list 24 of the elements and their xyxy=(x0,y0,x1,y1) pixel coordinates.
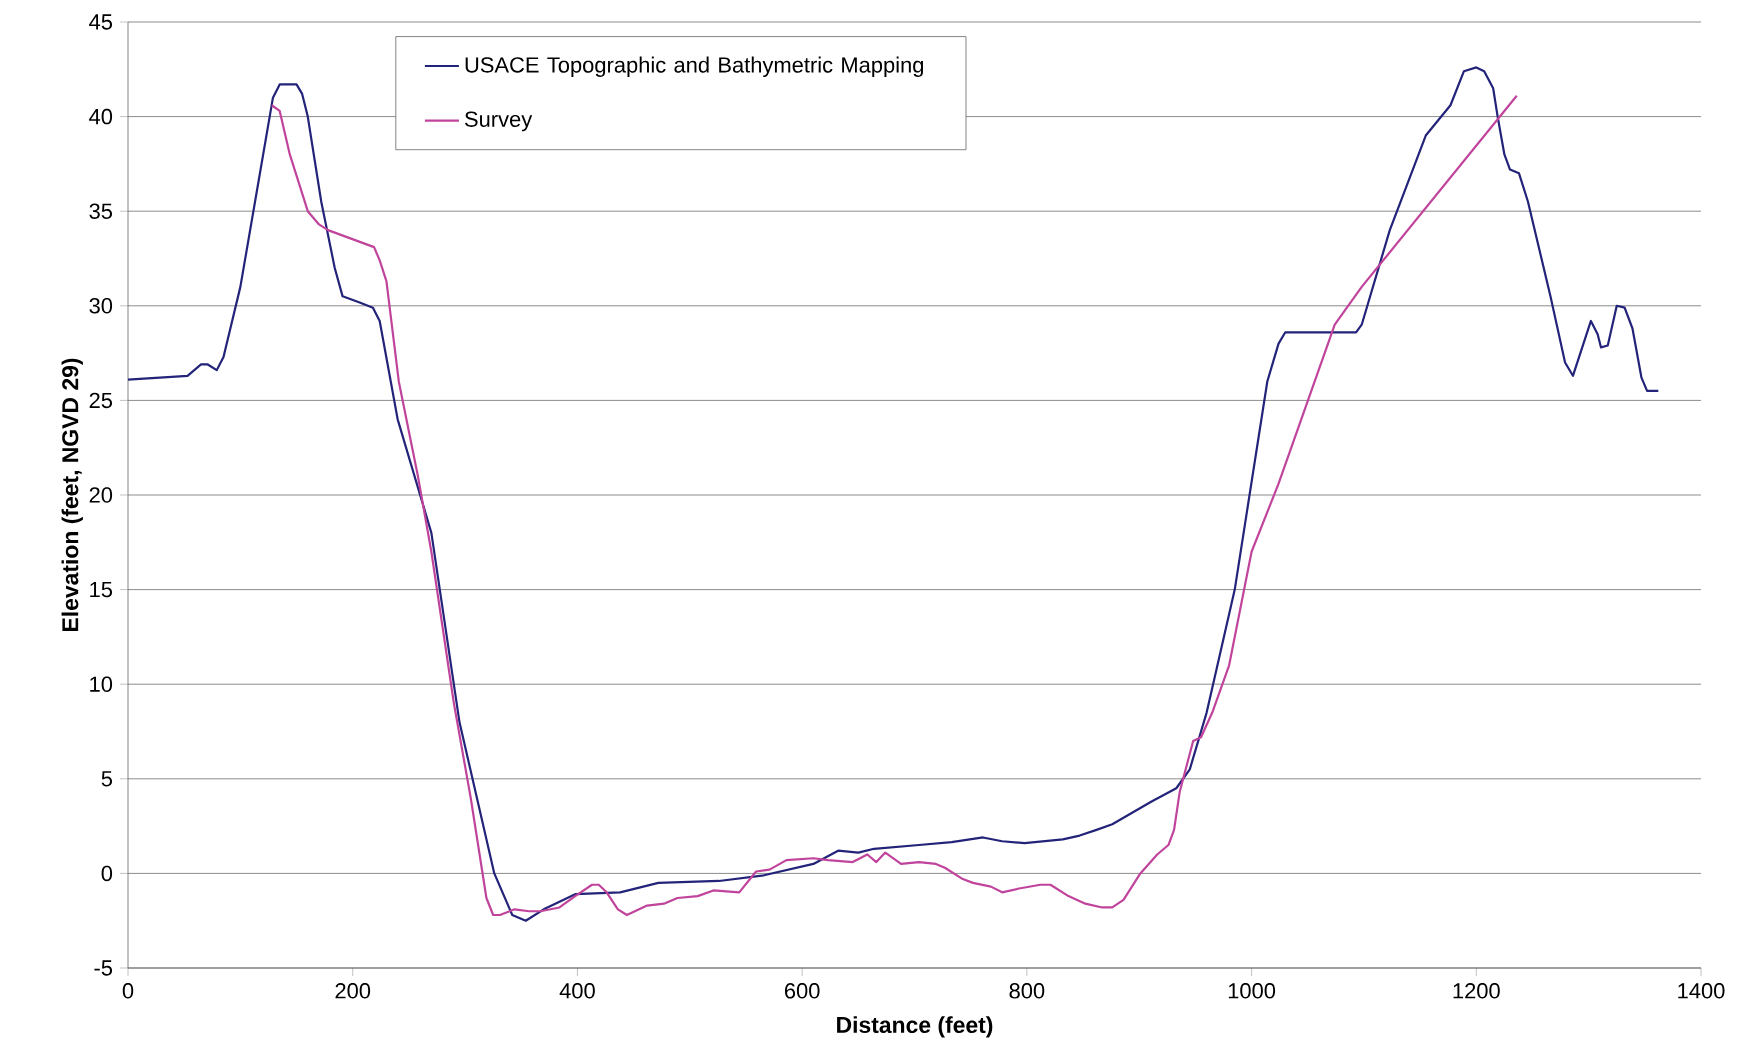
legend-label: USACE Topographic and Bathymetric Mapping xyxy=(465,56,924,77)
y-tick-label: 5 xyxy=(101,771,113,787)
y-tick-label: -5 xyxy=(94,960,113,976)
x-tick-label: 1000 xyxy=(1228,983,1276,999)
y-tick-label: 30 xyxy=(89,298,113,314)
x-tick-label: 800 xyxy=(1009,983,1045,999)
x-tick-label: 1200 xyxy=(1453,983,1500,999)
x-axis-title: Distance (feet) xyxy=(837,1016,993,1038)
y-tick-label: 20 xyxy=(89,487,113,503)
y-axis-title: Elevation (feet, NGVD 29) xyxy=(61,358,83,631)
y-tick-label: 25 xyxy=(89,392,113,409)
y-tick-label: 0 xyxy=(101,865,113,882)
x-tick-label: 0 xyxy=(122,983,134,999)
line-series xyxy=(270,94,1518,917)
y-tick-label: 40 xyxy=(89,108,113,125)
y-tick-label: 10 xyxy=(90,676,113,692)
x-tick-label: 600 xyxy=(784,983,820,999)
x-tick-label: 1400 xyxy=(1678,983,1725,999)
legend-label: Survey xyxy=(465,111,533,132)
y-tick-label: 45 xyxy=(89,14,113,30)
y-tick-label: 35 xyxy=(89,203,113,219)
x-tick-label: 400 xyxy=(559,983,595,999)
y-tick-label: 15 xyxy=(90,581,113,598)
x-tick-label: 200 xyxy=(335,983,371,999)
